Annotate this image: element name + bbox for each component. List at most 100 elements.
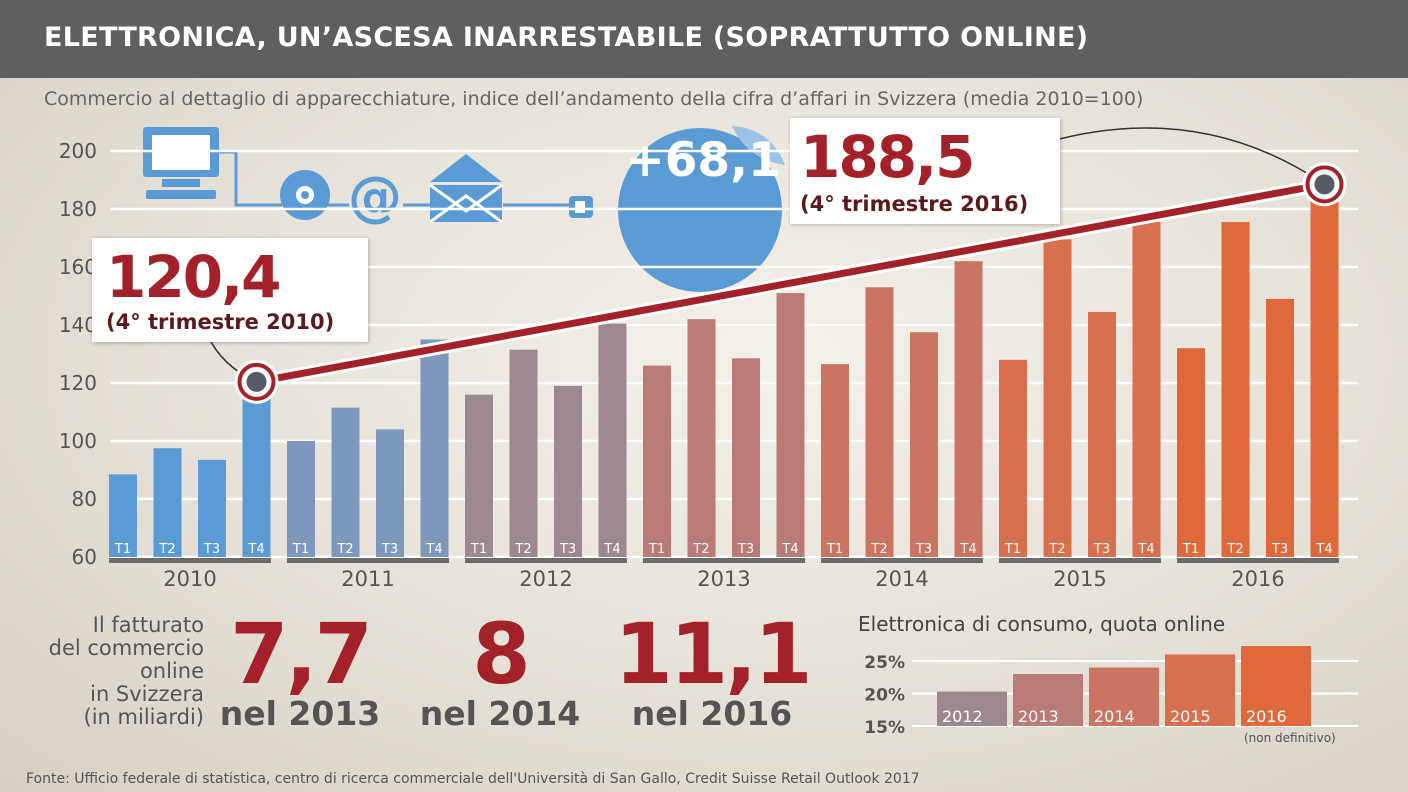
quarter-label: T3 bbox=[1093, 542, 1110, 557]
quarter-label: T4 bbox=[603, 542, 620, 557]
year-baseline bbox=[821, 558, 983, 563]
online-stat-2014: 8 nel 2014 bbox=[412, 612, 588, 733]
source-note: Fonte: Ufficio federale di statistica, c… bbox=[26, 771, 920, 787]
share-bar-label: 2014 bbox=[1094, 707, 1135, 726]
online-revenue-label: Il fatturato del commercio online in Svi… bbox=[20, 614, 204, 729]
share-y-tick: 20% bbox=[864, 686, 905, 706]
bar bbox=[1043, 239, 1072, 557]
year-baseline bbox=[287, 558, 449, 563]
year-baseline bbox=[1177, 558, 1339, 563]
bar bbox=[1266, 298, 1294, 557]
quarter-label: T1 bbox=[1182, 542, 1199, 557]
bar bbox=[465, 394, 493, 557]
online-label-line: del commercio bbox=[48, 636, 204, 660]
quarter-label: T1 bbox=[1004, 542, 1021, 557]
y-tick-label: 80 bbox=[72, 487, 97, 511]
quarter-label: T4 bbox=[959, 542, 976, 557]
bar bbox=[242, 381, 271, 557]
share-bar bbox=[1013, 674, 1083, 726]
quarter-label: T3 bbox=[915, 542, 932, 557]
quarter-label: T1 bbox=[648, 542, 665, 557]
online-stat-2013: 7,7 nel 2013 bbox=[212, 612, 388, 733]
year-baseline bbox=[999, 558, 1161, 563]
year-label: 2010 bbox=[163, 567, 216, 591]
at-sign-icon: @ bbox=[348, 165, 402, 228]
y-tick-label: 160 bbox=[59, 255, 97, 279]
bar bbox=[1088, 311, 1116, 557]
bar bbox=[376, 429, 404, 557]
quarter-label: T1 bbox=[292, 542, 309, 557]
trend-marker-ring bbox=[1305, 165, 1344, 204]
quarter-label: T4 bbox=[1137, 542, 1154, 557]
online-stat-2016: 11,1 nel 2016 bbox=[612, 612, 812, 733]
share-y-tick: 15% bbox=[864, 718, 905, 738]
year-baseline bbox=[109, 558, 271, 563]
quarter-label: T1 bbox=[470, 542, 487, 557]
share-bar-label: 2013 bbox=[1018, 707, 1059, 726]
year-label: 2014 bbox=[875, 567, 928, 591]
share-bar bbox=[1241, 646, 1311, 726]
callout-leader bbox=[1047, 127, 1325, 185]
trend-line-stroke bbox=[255, 180, 1326, 386]
y-tick-label: 100 bbox=[59, 429, 97, 453]
quarter-label: T1 bbox=[114, 542, 131, 557]
online-stat-year: nel 2014 bbox=[419, 694, 581, 733]
year-baseline bbox=[465, 558, 627, 563]
online-label-line: online bbox=[139, 659, 204, 683]
quarter-label: T2 bbox=[514, 542, 531, 557]
online-label-line: Il fatturato bbox=[92, 613, 204, 637]
share-bar-label: 2015 bbox=[1170, 707, 1211, 726]
year-label: 2012 bbox=[519, 567, 572, 591]
bar bbox=[1132, 222, 1161, 558]
quarter-label: T4 bbox=[247, 542, 264, 557]
share-bar bbox=[1165, 654, 1235, 726]
quarter-label: T3 bbox=[1271, 542, 1288, 557]
plug-icon bbox=[569, 196, 593, 218]
y-tick-label: 140 bbox=[59, 313, 97, 337]
quarter-label: T4 bbox=[425, 542, 442, 557]
online-share-title: Elettronica di consumo, quota online bbox=[858, 612, 1226, 636]
quarter-label: T2 bbox=[336, 542, 353, 557]
trend-marker-dot bbox=[246, 371, 267, 392]
quarter-label: T4 bbox=[781, 542, 798, 557]
bar bbox=[1221, 222, 1250, 558]
bar bbox=[598, 323, 627, 557]
quarter-label: T2 bbox=[1226, 542, 1243, 557]
icon-row: @ bbox=[143, 126, 785, 292]
callout-start-note: (4° trimestre 2010) bbox=[106, 310, 335, 334]
callout-start-value: 120,4 bbox=[106, 243, 281, 311]
quarter-label: T2 bbox=[870, 542, 887, 557]
share-bar-label: 2012 bbox=[942, 707, 983, 726]
y-tick-label: 200 bbox=[59, 139, 97, 163]
quarter-label: T3 bbox=[381, 542, 398, 557]
bar bbox=[509, 349, 538, 557]
year-label: 2013 bbox=[697, 567, 750, 591]
online-label-line: in Svizzera bbox=[90, 682, 204, 706]
bar bbox=[643, 365, 671, 557]
bar bbox=[198, 459, 226, 557]
bar bbox=[331, 407, 360, 557]
online-stat-value: 8 bbox=[472, 605, 530, 703]
quarter-label: T3 bbox=[203, 542, 220, 557]
envelope-icon bbox=[429, 154, 503, 224]
quarter-label: T2 bbox=[692, 542, 709, 557]
bar bbox=[109, 474, 137, 557]
y-tick-label: 180 bbox=[59, 197, 97, 221]
bar bbox=[687, 319, 716, 557]
quarter-label: T1 bbox=[826, 542, 843, 557]
quarter-label: T3 bbox=[559, 542, 576, 557]
bar bbox=[865, 287, 894, 557]
callout-start: 120,4 (4° trimestre 2010) bbox=[92, 238, 368, 342]
chart-subtitle: Commercio al dettaglio di apparecchiatur… bbox=[44, 88, 1144, 110]
year-label: 2011 bbox=[341, 567, 394, 591]
title-bar: ELETTRONICA, UN’ASCESA INARRESTABILE (SO… bbox=[0, 0, 1408, 78]
quarter-label: T2 bbox=[158, 542, 175, 557]
trend-marker-ring bbox=[237, 362, 276, 401]
bar bbox=[554, 385, 582, 557]
page-title: ELETTRONICA, UN’ASCESA INARRESTABILE (SO… bbox=[44, 22, 1089, 53]
bar bbox=[420, 339, 449, 557]
online-stat-year: nel 2016 bbox=[631, 694, 793, 733]
share-bar bbox=[1089, 667, 1159, 726]
online-share-note: (non definitivo) bbox=[1244, 731, 1336, 745]
